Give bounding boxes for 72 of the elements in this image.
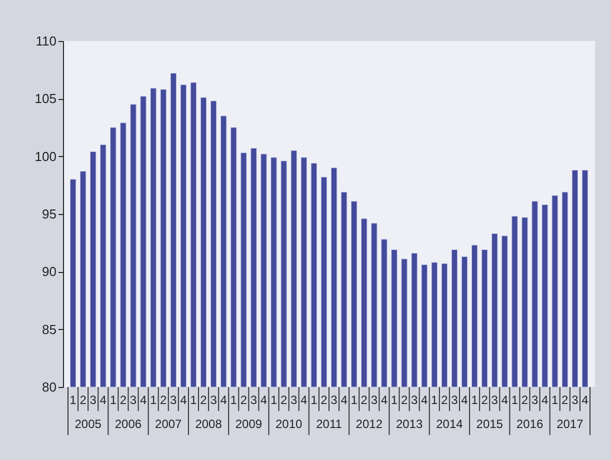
y-tick-label: 110 [36, 34, 56, 48]
x-tick-label: 4 [541, 393, 548, 407]
x-tick-label: 4 [220, 393, 228, 407]
x-tick-label: 4 [582, 393, 589, 407]
x-tick-label: 1 [350, 393, 358, 407]
x-tick-label: 1 [70, 393, 77, 407]
text: 2015 [476, 417, 504, 431]
x-tick-label: 2 [200, 393, 208, 407]
x-tick-label: 1 [110, 393, 117, 407]
x-tick-label: 4 [380, 393, 388, 407]
x-tick-label: 2 [80, 393, 87, 407]
x-tick-label: 2 [240, 393, 248, 407]
text: 2013 [396, 417, 423, 431]
text: 2016 [516, 417, 544, 431]
x-tick-label: 4 [260, 393, 268, 407]
x-tick-label: 4 [340, 393, 348, 407]
x-tick-label: 3 [330, 393, 338, 407]
x-tick-label: 1 [431, 393, 438, 407]
text: 2007 [155, 417, 182, 431]
x-tick-label: 3 [90, 393, 97, 407]
text: 2006 [114, 417, 142, 431]
x-tick-label: 2 [320, 393, 328, 407]
x-tick-label: 2 [160, 393, 168, 407]
x-tick-label: 1 [552, 393, 559, 407]
text: 2009 [235, 417, 262, 431]
text: 2011 [316, 417, 342, 431]
x-tick-label: 1 [230, 393, 238, 407]
x-tick-label: 3 [130, 393, 137, 407]
x-tick-label: 1 [190, 393, 198, 407]
x-tick-label: 2 [360, 393, 368, 407]
x-tick-label: 2 [562, 393, 569, 407]
x-tick-label: 4 [501, 393, 508, 407]
x-tick-label: 1 [390, 393, 398, 407]
x-tick-label: 2 [280, 393, 288, 407]
y-tick-label: 95 [42, 206, 56, 222]
y-tick-label: 100 [34, 148, 56, 164]
x-tick-label: 1 [270, 393, 278, 407]
x-tick-label: 3 [572, 393, 579, 407]
y-tick-label: 105 [34, 91, 56, 106]
x-tick-label: 4 [100, 393, 107, 407]
text: 2005 [74, 417, 102, 431]
x-tick-label: 1 [471, 393, 478, 407]
x-tick-label: 2 [120, 393, 127, 407]
text: 2010 [275, 417, 303, 431]
x-tick-label: 2 [521, 393, 528, 407]
x-tick-label: 1 [150, 393, 157, 407]
x-tick-label: 3 [370, 393, 378, 407]
x-tick-label: 1 [511, 393, 518, 407]
x-tick-label: 3 [210, 393, 218, 407]
text: 2017 [556, 417, 584, 431]
x-tick-label: 3 [250, 393, 258, 407]
x-tick-label: 4 [421, 393, 428, 407]
x-tick-label: 3 [451, 393, 458, 407]
y-tick-label: 80 [42, 380, 56, 394]
x-tick-label: 2 [400, 393, 408, 407]
x-tick-label: 4 [300, 393, 308, 407]
text: 2012 [356, 417, 383, 431]
text: 2014 [436, 417, 464, 431]
x-tick-label: 3 [290, 393, 298, 407]
x-tick-label: 4 [180, 393, 188, 407]
x-tick-label: 3 [531, 393, 538, 407]
y-tick-label: 90 [42, 264, 56, 280]
x-tick-label: 2 [441, 393, 448, 407]
x-tick-label: 1 [310, 393, 318, 407]
x-tick-label: 4 [140, 393, 147, 407]
x-tick-label: 2 [481, 393, 488, 407]
y-tick-label: 85 [42, 322, 56, 337]
x-tick-label: 3 [491, 393, 498, 407]
text: 2008 [195, 417, 222, 431]
x-tick-label: 3 [170, 393, 178, 407]
x-tick-label: 4 [461, 393, 468, 407]
x-tick-label: 3 [410, 393, 418, 407]
